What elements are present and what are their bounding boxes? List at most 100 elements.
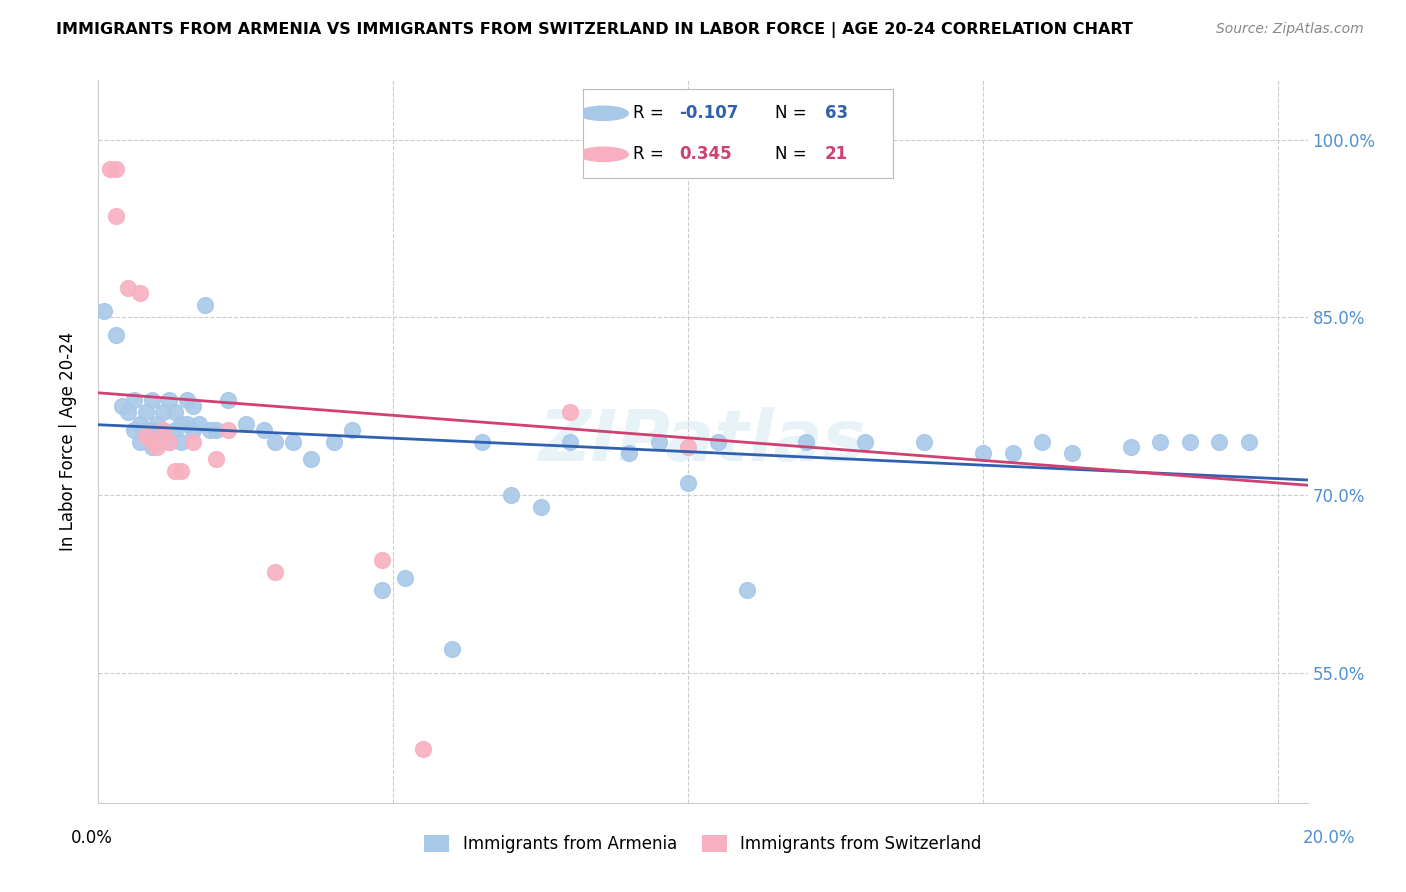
Point xyxy=(281,434,304,449)
Point xyxy=(181,423,204,437)
Point xyxy=(181,434,204,449)
Point xyxy=(1119,441,1142,455)
Point xyxy=(648,434,671,449)
Point xyxy=(93,304,115,318)
Text: N =: N = xyxy=(775,104,807,122)
Point xyxy=(105,162,128,177)
Point xyxy=(340,423,363,437)
Point xyxy=(394,571,416,585)
Text: 0.0%: 0.0% xyxy=(70,829,112,847)
Point xyxy=(678,475,700,490)
Point xyxy=(146,441,169,455)
Point xyxy=(128,434,150,449)
Point xyxy=(794,434,817,449)
Point xyxy=(170,434,193,449)
Point xyxy=(323,434,346,449)
Point xyxy=(152,405,174,419)
Circle shape xyxy=(579,106,628,120)
Point xyxy=(176,393,198,408)
Point xyxy=(135,405,157,419)
Text: R =: R = xyxy=(633,104,664,122)
Point xyxy=(105,327,128,342)
Point xyxy=(117,280,139,294)
Point xyxy=(501,488,523,502)
Point xyxy=(122,423,145,437)
Text: 0.345: 0.345 xyxy=(679,145,733,163)
Point xyxy=(370,553,392,567)
Point xyxy=(252,423,274,437)
Text: 63: 63 xyxy=(825,104,848,122)
Point xyxy=(706,434,728,449)
Point xyxy=(165,423,187,437)
Point xyxy=(157,434,180,449)
Point xyxy=(122,393,145,408)
Point xyxy=(1208,434,1230,449)
Point xyxy=(194,298,217,312)
Point xyxy=(560,405,582,419)
Point xyxy=(135,428,157,442)
Point xyxy=(678,441,700,455)
Point xyxy=(794,162,817,177)
Text: R =: R = xyxy=(633,145,664,163)
Point xyxy=(141,423,163,437)
Circle shape xyxy=(579,147,628,161)
Point xyxy=(187,417,209,431)
Point xyxy=(560,434,582,449)
Point xyxy=(1237,434,1260,449)
Text: -0.107: -0.107 xyxy=(679,104,738,122)
Point xyxy=(105,210,128,224)
Point xyxy=(128,286,150,301)
Point xyxy=(235,417,257,431)
Point xyxy=(98,162,121,177)
Point xyxy=(1031,434,1053,449)
Point xyxy=(1060,446,1083,460)
Point xyxy=(146,434,169,449)
Point xyxy=(141,393,163,408)
Point xyxy=(264,434,287,449)
Point xyxy=(170,464,193,478)
Point xyxy=(217,423,239,437)
Point xyxy=(200,423,222,437)
Point xyxy=(735,582,758,597)
Point xyxy=(165,464,187,478)
Text: Source: ZipAtlas.com: Source: ZipAtlas.com xyxy=(1216,22,1364,37)
Point xyxy=(530,500,553,514)
Point xyxy=(217,393,239,408)
Point xyxy=(157,393,180,408)
Point xyxy=(471,434,494,449)
Point xyxy=(165,405,187,419)
Point xyxy=(152,423,174,437)
Point xyxy=(135,423,157,437)
Point xyxy=(157,434,180,449)
Point xyxy=(141,434,163,449)
Point xyxy=(1149,434,1171,449)
Point xyxy=(299,452,322,467)
Point xyxy=(1178,434,1201,449)
Point xyxy=(441,641,464,656)
Point xyxy=(264,565,287,579)
Legend: Immigrants from Armenia, Immigrants from Switzerland: Immigrants from Armenia, Immigrants from… xyxy=(418,828,988,860)
Point xyxy=(111,399,134,413)
Point xyxy=(370,582,392,597)
Point xyxy=(152,423,174,437)
Point xyxy=(181,399,204,413)
Point xyxy=(141,441,163,455)
Text: ZIPatlas: ZIPatlas xyxy=(540,407,866,476)
Y-axis label: In Labor Force | Age 20-24: In Labor Force | Age 20-24 xyxy=(59,332,77,551)
Text: N =: N = xyxy=(775,145,807,163)
Point xyxy=(412,742,434,756)
Point xyxy=(146,417,169,431)
Point xyxy=(205,423,228,437)
Point xyxy=(912,434,935,449)
Text: IMMIGRANTS FROM ARMENIA VS IMMIGRANTS FROM SWITZERLAND IN LABOR FORCE | AGE 20-2: IMMIGRANTS FROM ARMENIA VS IMMIGRANTS FR… xyxy=(56,22,1133,38)
Point xyxy=(853,434,876,449)
Point xyxy=(1001,446,1024,460)
Point xyxy=(170,417,193,431)
Point xyxy=(128,417,150,431)
Point xyxy=(619,446,641,460)
Text: 20.0%: 20.0% xyxy=(1302,829,1355,847)
Point xyxy=(117,405,139,419)
Point xyxy=(972,446,994,460)
Point xyxy=(205,452,228,467)
Point xyxy=(176,417,198,431)
